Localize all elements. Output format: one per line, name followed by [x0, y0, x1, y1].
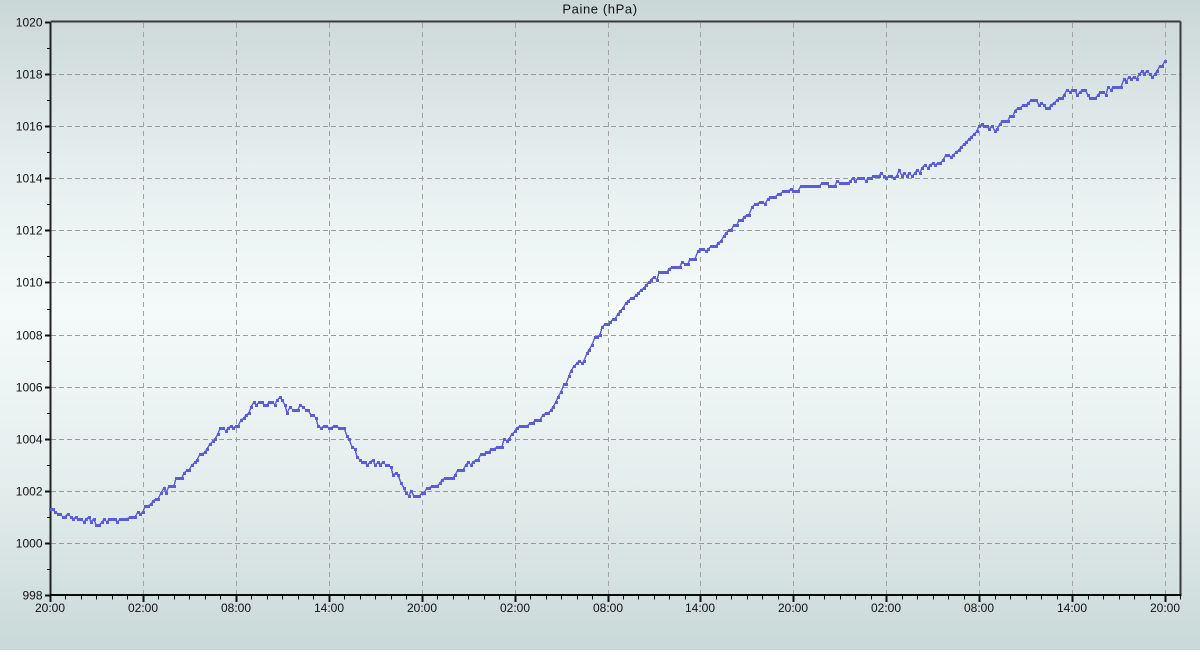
svg-text:Paine (hPa): Paine (hPa): [562, 2, 637, 17]
svg-text:1012: 1012: [16, 223, 43, 237]
svg-text:14:00: 14:00: [1057, 601, 1087, 615]
svg-text:1018: 1018: [16, 67, 43, 81]
svg-text:20:00: 20:00: [35, 601, 65, 615]
svg-text:20:00: 20:00: [407, 601, 437, 615]
svg-text:08:00: 08:00: [221, 601, 251, 615]
svg-text:08:00: 08:00: [593, 601, 623, 615]
svg-text:1004: 1004: [16, 432, 43, 446]
svg-text:1014: 1014: [16, 171, 43, 185]
svg-text:1008: 1008: [16, 328, 43, 342]
svg-text:20:00: 20:00: [778, 601, 808, 615]
svg-text:1020: 1020: [16, 15, 43, 29]
svg-text:14:00: 14:00: [685, 601, 715, 615]
svg-text:08:00: 08:00: [964, 601, 994, 615]
svg-text:20:00: 20:00: [1150, 601, 1180, 615]
svg-text:1002: 1002: [16, 484, 43, 498]
svg-text:14:00: 14:00: [314, 601, 344, 615]
svg-text:1010: 1010: [16, 275, 43, 289]
svg-text:1006: 1006: [16, 380, 43, 394]
svg-text:1000: 1000: [16, 536, 43, 550]
svg-text:998: 998: [22, 588, 42, 602]
svg-text:02:00: 02:00: [128, 601, 158, 615]
svg-text:1016: 1016: [16, 119, 43, 133]
svg-text:02:00: 02:00: [500, 601, 530, 615]
svg-text:02:00: 02:00: [871, 601, 901, 615]
